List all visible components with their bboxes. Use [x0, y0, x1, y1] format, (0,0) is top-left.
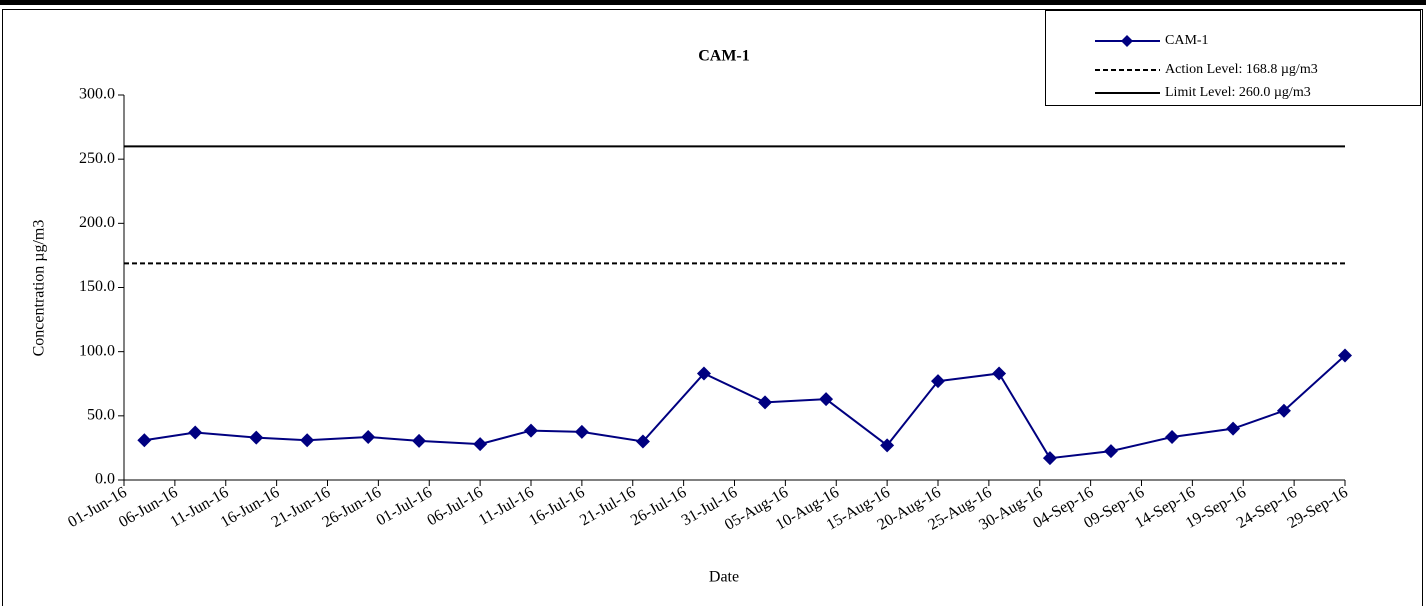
x-tick-label: 01-Jul-16 [373, 484, 435, 529]
top-rule [0, 0, 1426, 5]
marker [300, 433, 315, 448]
marker [635, 434, 650, 449]
legend-marker [1121, 35, 1133, 47]
marker [524, 423, 538, 438]
marker [137, 433, 152, 448]
marker [473, 437, 488, 452]
x-tick-label: 06-Jul-16 [424, 484, 486, 529]
y-tick-label: 0.0 [95, 471, 115, 488]
legend-box [1045, 10, 1421, 106]
y-tick-label: 150.0 [79, 278, 115, 295]
marker [249, 430, 264, 445]
legend-label: Action Level: 168.8 µg/m3 [1165, 62, 1318, 77]
marker [696, 366, 711, 381]
y-tick-label: 100.0 [79, 342, 115, 359]
marker [1338, 348, 1352, 363]
marker [880, 438, 895, 453]
marker [992, 366, 1007, 381]
y-tick-label: 300.0 [79, 86, 115, 103]
series-line [144, 354, 1346, 460]
legend-label: CAM-1 [1165, 33, 1209, 48]
y-tick-label: 200.0 [79, 214, 115, 231]
marker [1042, 451, 1057, 466]
x-axis-label: Date [709, 569, 739, 586]
marker [574, 424, 589, 439]
x-tick-label: 21-Jul-16 [577, 484, 639, 529]
x-tick-label: 16-Jul-16 [526, 484, 588, 529]
y-tick-label: 250.0 [79, 150, 115, 167]
marker [188, 425, 203, 440]
marker [1165, 430, 1180, 445]
y-tick-label: 50.0 [87, 407, 115, 424]
marker [412, 433, 427, 448]
marker [1276, 403, 1291, 418]
marker [1103, 444, 1118, 459]
x-tick-label: 11-Jul-16 [476, 484, 537, 529]
legend-label: Limit Level: 260.0 µg/m3 [1165, 85, 1311, 100]
marker [758, 395, 773, 410]
chart-title: CAM-1 [698, 48, 750, 65]
chart-frame [2, 9, 1423, 606]
x-tick-label: 26-Jun-16 [320, 484, 385, 531]
marker [361, 430, 376, 445]
x-tick-label: 26-Jul-16 [628, 484, 690, 529]
marker [819, 392, 834, 407]
marker [931, 374, 945, 389]
marker [1226, 421, 1241, 436]
y-axis-label: Concentration µg/m3 [31, 220, 48, 357]
